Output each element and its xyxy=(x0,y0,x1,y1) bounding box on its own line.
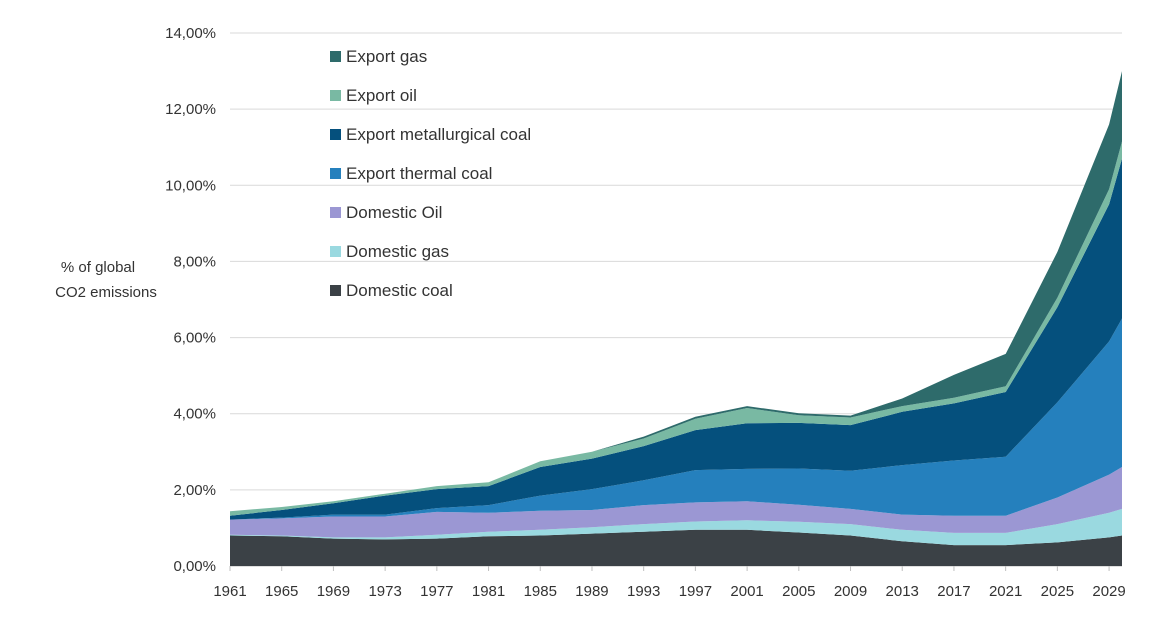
area-export-thermal-coal xyxy=(230,318,1122,520)
x-tick-label: 1993 xyxy=(627,583,660,600)
x-tick-label: 2025 xyxy=(1041,583,1074,600)
legend-label-domestic-oil: Domestic Oil xyxy=(346,203,442,222)
y-tick-label: 10,00% xyxy=(165,177,216,194)
x-tick-label: 1969 xyxy=(317,583,350,600)
x-tick-label: 1997 xyxy=(679,583,712,600)
area-domestic-gas xyxy=(230,508,1122,546)
x-tick-label: 1965 xyxy=(265,583,298,600)
y-tick-label: 8,00% xyxy=(173,253,216,270)
legend-label-export-thermal-coal: Export thermal coal xyxy=(346,164,492,183)
legend-swatch-export-gas xyxy=(330,51,341,62)
x-tick-label: 2017 xyxy=(937,583,970,600)
legend-swatch-export-metallurgical-coal xyxy=(330,129,341,140)
x-tick-label: 1977 xyxy=(420,583,453,600)
grid-lines xyxy=(230,32,1122,567)
x-tick-label: 2005 xyxy=(782,583,815,600)
x-tick-label: 2029 xyxy=(1092,583,1125,600)
y-axis-label-line1: % of global xyxy=(61,259,135,276)
area-domestic-oil xyxy=(230,467,1122,538)
y-tick-label: 14,00% xyxy=(165,25,216,42)
legend-label-export-gas: Export gas xyxy=(346,47,427,66)
legend-swatch-export-thermal-coal xyxy=(330,168,341,179)
legend-label-export-metallurgical-coal: Export metallurgical coal xyxy=(346,125,531,144)
y-tick-label: 4,00% xyxy=(173,406,216,423)
x-tick-label: 2013 xyxy=(886,583,919,600)
x-tick-label: 1981 xyxy=(472,583,505,600)
y-axis-label-line2: CO2 emissions xyxy=(55,284,157,301)
x-tick-label: 2021 xyxy=(989,583,1022,600)
area-export-metallurgical-coal xyxy=(230,158,1122,520)
x-tick-label: 1989 xyxy=(575,583,608,600)
legend-swatch-domestic-oil xyxy=(330,207,341,218)
area-export-gas xyxy=(230,71,1122,512)
x-tick-label: 2009 xyxy=(834,583,867,600)
y-tick-label: 6,00% xyxy=(173,330,216,347)
legend-label-export-oil: Export oil xyxy=(346,86,417,105)
x-tick-label: 1985 xyxy=(524,583,557,600)
x-tick-label: 1961 xyxy=(213,583,246,600)
area-domestic-coal xyxy=(230,529,1122,566)
legend-swatch-domestic-coal xyxy=(330,285,341,296)
x-tick-label: 1973 xyxy=(368,583,401,600)
legend-label-domestic-coal: Domestic coal xyxy=(346,281,453,300)
axes: 0,00% 2,00% 4,00% 6,00% 8,00% 10,00% 12,00% 14,… xyxy=(165,25,1126,600)
legend: Export gas Export oil Export metallurgical… xyxy=(330,47,531,300)
y-tick-label: 0,00% xyxy=(173,558,216,575)
legend-swatch-domestic-gas xyxy=(330,246,341,257)
areas xyxy=(230,71,1122,566)
y-tick-label: 12,00% xyxy=(165,101,216,118)
y-tick-label: 2,00% xyxy=(173,482,216,499)
legend-label-domestic-gas: Domestic gas xyxy=(346,242,449,261)
legend-swatch-export-oil xyxy=(330,90,341,101)
x-tick-label: 2001 xyxy=(730,583,763,600)
